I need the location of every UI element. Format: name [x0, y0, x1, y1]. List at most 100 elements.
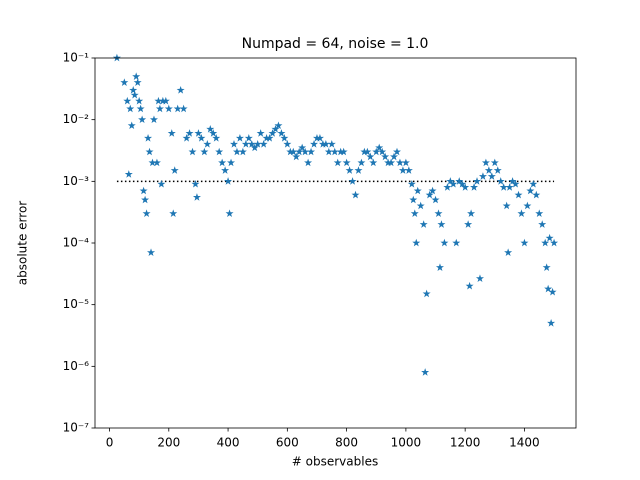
- data-point: [192, 193, 201, 201]
- data-point: [157, 179, 166, 188]
- data-point: [416, 201, 425, 210]
- data-point: [230, 140, 238, 148]
- data-point: [301, 147, 310, 156]
- data-point: [206, 125, 215, 133]
- y-tick-label: 10⁻⁶: [63, 359, 90, 373]
- data-point: [511, 179, 520, 188]
- data-point: [265, 134, 274, 142]
- data-point: [256, 129, 265, 137]
- data-point: [467, 209, 476, 217]
- data-point: [375, 143, 384, 152]
- data-point: [164, 104, 173, 113]
- data-point: [312, 134, 321, 142]
- data-point: [446, 177, 455, 185]
- data-point: [369, 158, 378, 167]
- data-point: [493, 166, 502, 174]
- data-point: [321, 140, 330, 148]
- data-point: [215, 147, 224, 156]
- data-point: [336, 147, 345, 156]
- data-point: [277, 129, 286, 137]
- data-point: [544, 284, 553, 293]
- data-point: [307, 147, 316, 156]
- y-tick-label: 10⁻⁴: [63, 236, 90, 250]
- x-tick-label: 1000: [391, 436, 422, 450]
- data-point: [357, 158, 366, 167]
- data-point: [304, 158, 313, 167]
- data-point: [315, 134, 324, 142]
- data-point: [227, 158, 236, 167]
- data-point: [461, 183, 470, 191]
- data-point: [412, 238, 421, 247]
- data-point: [499, 183, 508, 191]
- data-point: [224, 177, 233, 185]
- data-point: [132, 72, 141, 80]
- data-point: [247, 140, 256, 148]
- data-point: [541, 238, 550, 247]
- data-point: [449, 179, 458, 188]
- data-point: [339, 147, 348, 156]
- data-point: [262, 134, 271, 142]
- data-point: [378, 147, 387, 156]
- data-point: [324, 147, 333, 156]
- data-point: [431, 195, 440, 204]
- data-point: [330, 147, 339, 156]
- data-point: [225, 209, 234, 217]
- data-point: [333, 158, 342, 167]
- data-point: [161, 96, 170, 105]
- data-point: [514, 190, 523, 199]
- data-point: [342, 158, 351, 167]
- data-point: [390, 152, 399, 161]
- data-point: [327, 140, 336, 148]
- data-point: [421, 368, 430, 376]
- data-point: [209, 129, 218, 137]
- data-point: [142, 209, 151, 217]
- data-point: [271, 125, 280, 133]
- data-point: [520, 238, 529, 247]
- data-point: [154, 96, 163, 105]
- data-point: [351, 190, 360, 199]
- data-point: [292, 152, 301, 161]
- data-point: [526, 186, 535, 195]
- data-point: [232, 147, 241, 156]
- x-tick-label: 800: [335, 436, 358, 450]
- data-point: [197, 134, 206, 142]
- y-tick-label: 10⁻⁷: [63, 421, 90, 435]
- data-point: [280, 134, 289, 142]
- data-point: [176, 86, 185, 94]
- data-point: [144, 134, 153, 142]
- data-point: [124, 170, 133, 178]
- data-point: [496, 177, 505, 185]
- data-point: [465, 281, 474, 290]
- data-point: [529, 179, 538, 188]
- data-point: [428, 186, 437, 195]
- x-tick-label: 1200: [450, 436, 481, 450]
- data-point: [470, 183, 479, 191]
- data-point: [295, 147, 304, 156]
- data-point: [167, 129, 176, 137]
- data-point: [473, 177, 482, 185]
- data-point: [410, 209, 419, 217]
- data-point: [238, 147, 247, 156]
- data-point: [508, 177, 517, 185]
- data-point: [149, 115, 158, 124]
- data-point: [407, 179, 416, 188]
- data-point: [484, 166, 493, 174]
- data-point: [478, 172, 487, 180]
- data-point: [384, 158, 393, 167]
- y-axis-label: absolute error: [16, 201, 30, 286]
- data-point: [310, 140, 319, 148]
- data-point: [182, 134, 191, 142]
- data-point: [200, 147, 209, 156]
- data-point: [458, 179, 467, 188]
- data-point: [152, 158, 161, 167]
- data-point: [505, 183, 514, 191]
- data-point: [437, 220, 446, 228]
- data-point: [136, 104, 145, 113]
- data-point: [138, 115, 147, 124]
- data-point: [464, 220, 473, 228]
- data-point: [158, 96, 167, 105]
- x-axis-label: # observables: [292, 455, 378, 469]
- x-tick-label: 600: [276, 436, 299, 450]
- data-point: [393, 147, 401, 156]
